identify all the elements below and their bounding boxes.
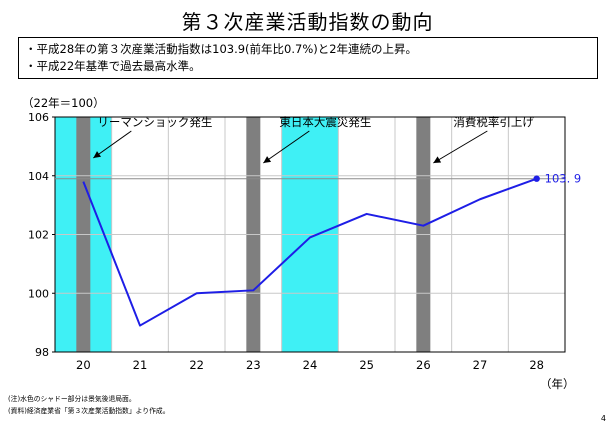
y-tick-label-3: 104 <box>28 170 49 183</box>
x-tick-label-0: 20 <box>76 358 91 372</box>
event-arrowhead-1 <box>93 151 102 158</box>
x-tick-label-5: 25 <box>359 358 374 372</box>
y-tick-label-0: 98 <box>35 346 49 359</box>
x-tick-label-8: 28 <box>529 358 544 372</box>
x-tick-label-7: 27 <box>473 358 488 372</box>
event-arrowhead-2 <box>263 156 272 163</box>
event-annotations: リーマンショック発生 東日本大震災発生 消費税率引上げ <box>93 115 534 164</box>
series-line <box>82 177 538 327</box>
y-tick-label-4: 106 <box>28 111 49 124</box>
y-tick-label-1: 100 <box>28 287 49 300</box>
page-number: 4 <box>600 414 606 423</box>
index-series: 103. 9 <box>82 172 582 327</box>
axes: 98 100 102 104 106 20 21 22 23 24 25 26 27 28 <box>28 111 566 372</box>
event-arrow-1 <box>93 130 132 159</box>
y-unit-label: （22年＝100） <box>22 96 105 110</box>
event-arrow-2 <box>263 130 310 164</box>
x-tick-label-6: 26 <box>416 358 431 372</box>
event-arrowhead-3 <box>433 156 442 163</box>
x-tick-label-3: 23 <box>246 358 261 372</box>
x-tick-label-1: 21 <box>133 358 148 372</box>
summary-line-2: ・平成22年基準で過去最高水準。 <box>25 59 201 73</box>
series-end-label: 103. 9 <box>545 172 582 186</box>
page-title: 第３次産業活動指数の動向 <box>181 10 434 34</box>
grid-lines <box>55 117 565 352</box>
event-label-3: 消費税率引上げ <box>453 115 534 129</box>
x-tick-label-4: 24 <box>303 358 318 372</box>
summary-box: ・平成28年の第３次産業活動指数は103.9(前年比0.7%)と2年連続の上昇。… <box>18 37 598 79</box>
event-arrow-3 <box>433 130 488 164</box>
event-label-2: 東日本大震災発生 <box>279 115 371 129</box>
series-end-point <box>533 175 540 182</box>
summary-line-1: ・平成28年の第３次産業活動指数は103.9(前年比0.7%)と2年連続の上昇。 <box>25 42 418 56</box>
note-source: (資料)経済産業省「第３次産業活動指数」より作成。 <box>8 407 170 415</box>
event-label-1: リーマンショック発生 <box>97 115 212 129</box>
y-tick-label-2: 102 <box>28 229 49 242</box>
x-tick-label-2: 22 <box>189 358 204 372</box>
note-recession: (注)水色のシャドー部分は景気後退局面。 <box>8 395 136 403</box>
x-unit-label: （年） <box>540 377 575 391</box>
